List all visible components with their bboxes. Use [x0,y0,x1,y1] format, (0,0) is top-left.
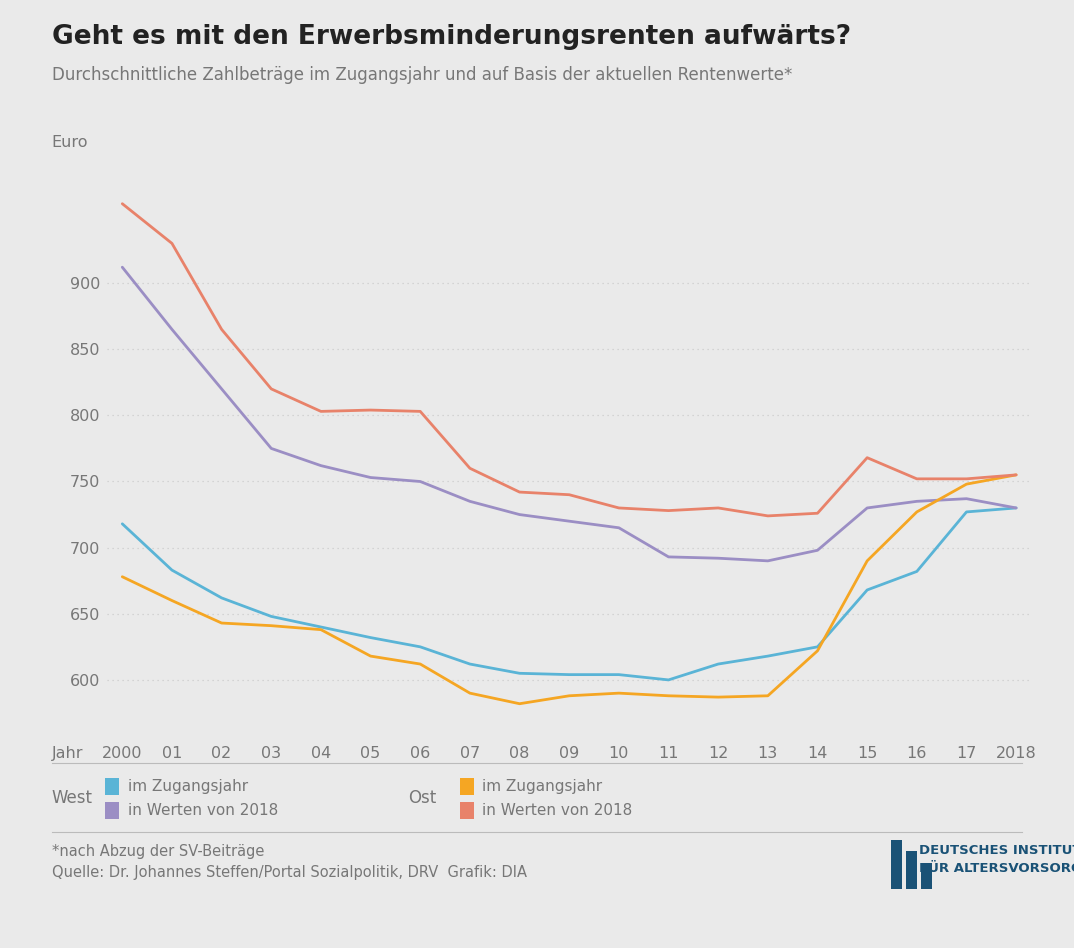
Text: im Zugangsjahr: im Zugangsjahr [482,779,603,794]
Text: im Zugangsjahr: im Zugangsjahr [128,779,248,794]
Text: Durchschnittliche Zahlbeträge im Zugangsjahr und auf Basis der aktuellen Rentenw: Durchschnittliche Zahlbeträge im Zugangs… [52,66,792,84]
Text: Euro: Euro [52,135,88,150]
Text: West: West [52,790,92,807]
Text: Jahr: Jahr [52,746,83,761]
Text: Geht es mit den Erwerbsminderungsrenten aufwärts?: Geht es mit den Erwerbsminderungsrenten … [52,24,851,49]
Text: DEUTSCHES INSTITUT
FÜR ALTERSVORSORGE: DEUTSCHES INSTITUT FÜR ALTERSVORSORGE [919,844,1074,875]
Text: *nach Abzug der SV-Beiträge: *nach Abzug der SV-Beiträge [52,844,264,859]
Text: in Werten von 2018: in Werten von 2018 [482,803,633,818]
Text: in Werten von 2018: in Werten von 2018 [128,803,278,818]
Text: Ost: Ost [408,790,436,807]
Text: Quelle: Dr. Johannes Steffen/Portal Sozialpolitik, DRV  Grafik: DIA: Quelle: Dr. Johannes Steffen/Portal Sozi… [52,865,526,880]
